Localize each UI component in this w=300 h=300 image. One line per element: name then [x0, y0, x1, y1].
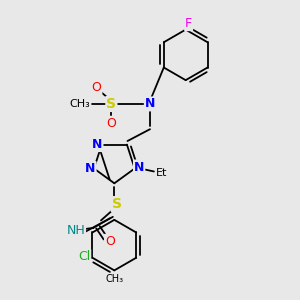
Text: O: O [106, 117, 116, 130]
Text: CH₃: CH₃ [70, 99, 91, 109]
Text: N: N [134, 160, 144, 173]
Text: Et: Et [156, 168, 167, 178]
Text: O: O [92, 81, 101, 94]
Text: O: O [105, 235, 115, 248]
Text: N: N [145, 98, 155, 110]
Text: N: N [92, 138, 103, 151]
Text: N: N [85, 162, 96, 175]
Text: NH: NH [66, 224, 85, 237]
Text: CH₃: CH₃ [105, 274, 123, 284]
Text: F: F [185, 17, 192, 30]
Text: S: S [106, 97, 116, 111]
Text: Cl: Cl [78, 250, 90, 263]
Text: S: S [112, 197, 122, 211]
